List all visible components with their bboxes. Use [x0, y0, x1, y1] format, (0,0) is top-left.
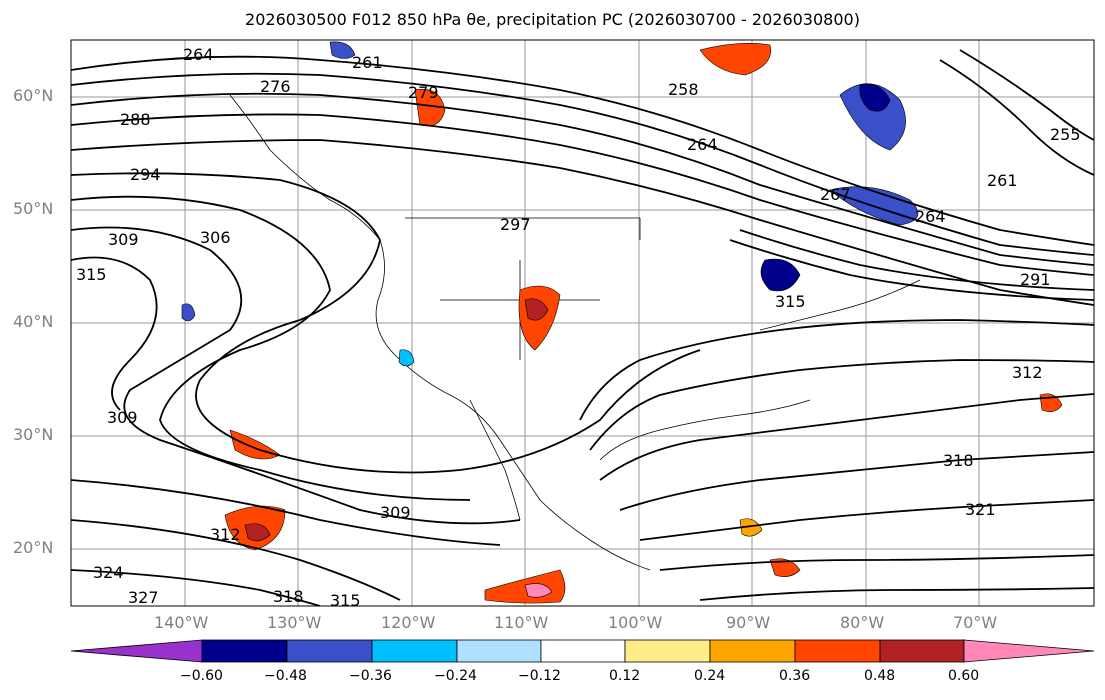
contour-label: 291 — [1020, 270, 1051, 289]
colorbar-segment — [286, 639, 373, 663]
lat-tick: 30°N — [13, 425, 54, 444]
graticule — [71, 40, 1094, 606]
lon-tick: 90°W — [726, 613, 771, 632]
contour-label: 315 — [775, 292, 806, 311]
lon-tick: 110°W — [494, 613, 549, 632]
lon-tick: 80°W — [840, 613, 885, 632]
contour-label: 267 — [820, 185, 851, 204]
contour-label: 279 — [408, 83, 439, 102]
lat-tick: 40°N — [13, 312, 54, 331]
coastlines — [229, 94, 921, 571]
lon-tick: 140°W — [154, 613, 209, 632]
colorbar-segment — [201, 639, 288, 663]
colorbar-tick: 0.12 — [609, 668, 641, 684]
contour-label: 312 — [210, 525, 241, 544]
map-frame — [70, 39, 1095, 607]
contour-label: 264 — [687, 135, 718, 154]
contour-label: 258 — [668, 80, 699, 99]
shaded-positive — [224, 43, 1063, 604]
contour-label: 261 — [352, 53, 383, 72]
lat-tick: 50°N — [13, 199, 54, 218]
contour-label: 312 — [1012, 363, 1043, 382]
colorbar-tick: −0.24 — [434, 668, 477, 684]
colorbar-segment — [456, 639, 542, 663]
lon-tick: 120°W — [381, 613, 436, 632]
colorbar-tick: −0.12 — [518, 668, 561, 684]
colorbar-segment — [879, 639, 965, 663]
colorbar-tick: 0.60 — [948, 668, 980, 684]
contour-label: 327 — [128, 588, 159, 607]
contour-label: 255 — [1050, 125, 1081, 144]
map-title: 2026030500 F012 850 hPa θe, precipitatio… — [245, 10, 860, 29]
colorbar-tick: −0.48 — [264, 668, 307, 684]
contour-label: 261 — [987, 171, 1018, 190]
lon-tick: 100°W — [608, 613, 663, 632]
theta-e-contours — [71, 49, 1094, 606]
lat-tick: 20°N — [13, 538, 54, 557]
contour-label: 306 — [200, 228, 231, 247]
contour-label: 264 — [183, 45, 214, 64]
contour-label: 321 — [965, 500, 996, 519]
colorbar-segment — [540, 639, 626, 663]
contour-label: 318 — [943, 451, 974, 470]
colorbar-tick: −0.60 — [180, 668, 223, 684]
contour-label: 276 — [260, 77, 291, 96]
colorbar — [70, 639, 1095, 663]
contour-label: 309 — [380, 503, 411, 522]
colorbar-segment — [709, 639, 796, 663]
colorbar-tick: 0.24 — [694, 668, 726, 684]
contour-label: 309 — [108, 230, 139, 249]
colorbar-extend-high — [963, 639, 1095, 663]
contour-label: 324 — [93, 563, 124, 582]
lat-tick: 60°N — [13, 86, 54, 105]
lon-tick: 70°W — [953, 613, 998, 632]
contour-label: 309 — [107, 408, 138, 427]
colorbar-tick: 0.36 — [779, 668, 811, 684]
contour-labels: 264 261 258 264 267 264 261 255 288 294 … — [76, 45, 1081, 610]
contour-label: 315 — [76, 265, 107, 284]
contour-label: 318 — [273, 587, 304, 606]
lon-tick: 130°W — [267, 613, 322, 632]
colorbar-segment — [371, 639, 458, 663]
contour-label: 294 — [130, 165, 161, 184]
contour-label: 264 — [915, 207, 946, 226]
colorbar-segment — [624, 639, 711, 663]
colorbar-tick: −0.36 — [349, 668, 392, 684]
contour-label: 315 — [330, 591, 361, 610]
colorbar-extend-low — [70, 639, 203, 663]
colorbar-tick: 0.48 — [864, 668, 896, 684]
contour-label: 297 — [500, 215, 531, 234]
colorbar-segment — [794, 639, 881, 663]
contour-label: 288 — [120, 110, 151, 129]
